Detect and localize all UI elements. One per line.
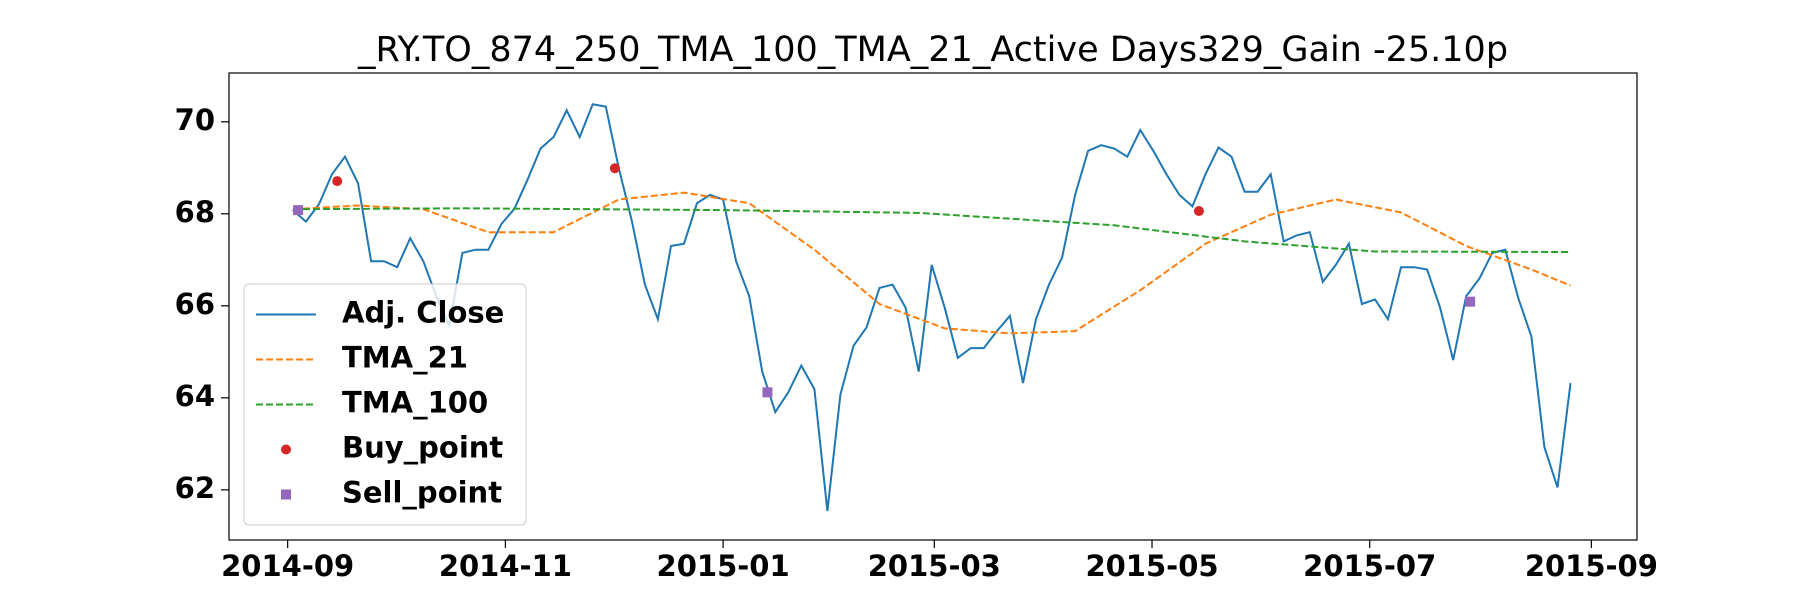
sell-point [293,205,304,216]
x-tick-label: 2015-09 [1525,549,1658,583]
series-line [292,103,1572,512]
x-tick-label: 2014-11 [439,549,572,583]
buy-point [609,163,620,174]
legend-label: Adj. Close [342,296,504,330]
legend-label: TMA_100 [342,386,488,420]
x-tick-label: 2015-07 [1303,549,1436,583]
legend-label: Sell_point [342,476,502,510]
series-line [292,207,1571,253]
legend-swatch [281,444,291,455]
y-tick-label: 62 [175,471,215,505]
legend-box [243,283,527,526]
legend-swatch [281,489,291,500]
y-tick-label: 66 [175,287,215,321]
legend-label: Buy_point [342,431,503,465]
legend-label: TMA_21 [342,341,468,375]
sell-point [1465,296,1476,307]
x-tick-label: 2015-05 [1085,549,1218,583]
y-tick-label: 68 [175,195,215,229]
x-tick-label: 2014-09 [221,549,354,583]
legend: Adj. Close TMA_21 TMA_100 Buy_point Sell_poi… [243,283,527,526]
buy-point [332,176,343,187]
y-tick-label: 70 [175,103,215,137]
y-tick-label: 64 [175,379,215,413]
x-tick-label: 2015-01 [657,549,790,583]
plot-area [228,72,1638,541]
buy-point [1193,206,1204,217]
sell-point [762,387,773,398]
chart-title: _RY.TO_874_250_TMA_100_TMA_21_Active Day… [357,30,1508,70]
x-tick-label: 2015-03 [868,549,1001,583]
series-line [292,191,1571,335]
